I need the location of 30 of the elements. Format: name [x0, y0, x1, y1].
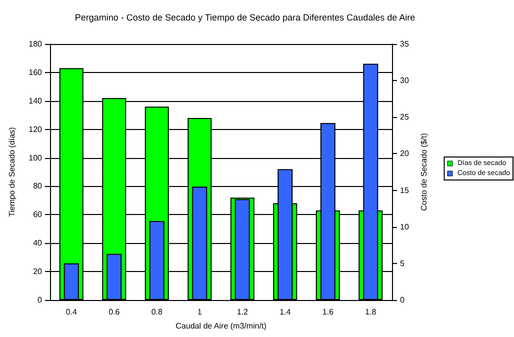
x-tick-label: 1.6: [322, 308, 334, 316]
y2-tick-label: 35: [400, 40, 410, 48]
y2-tick-label: 25: [400, 112, 410, 122]
y-tick-label: 40: [33, 238, 43, 248]
y2-tick-label: 15: [400, 186, 410, 195]
x-tick-label: 1.8: [365, 308, 377, 316]
x-tick-label: 0.4: [66, 308, 78, 316]
y2-tick-label: 20: [400, 149, 410, 158]
y-tick-label: 60: [33, 210, 43, 220]
y-tick-label: 20: [33, 267, 43, 276]
x-tick-label: 0.8: [151, 308, 163, 316]
x-tick-label: 1: [197, 308, 202, 316]
chart-title: Pergamino - Costo de Secado y Tiempo de Secado para Diferentes Caudales de Aire: [74, 12, 416, 22]
y2-tick-label: 10: [400, 222, 410, 232]
y2-axis-title: Costo de Secado ($/t): [419, 132, 428, 211]
x-tick-label: 0.6: [108, 308, 120, 316]
y-tick-label: 140: [28, 96, 43, 106]
x-tick-label: 1.2: [236, 308, 248, 316]
x-tick-label: 1.4: [280, 308, 292, 316]
x-axis-title: Caudal de Aire (m3/min/t): [176, 322, 267, 330]
y-tick-label: 0: [38, 296, 43, 304]
y-tick-label: 100: [28, 153, 43, 162]
y-tick-label: 180: [28, 40, 43, 48]
y-tick-label: 120: [28, 124, 43, 134]
y-tick-label: 80: [33, 182, 43, 191]
y2-tick-label: 5: [400, 258, 405, 268]
y-tick-label: 160: [28, 68, 43, 77]
y-axis-title: Tiempo de Secado (días): [8, 126, 16, 217]
y2-tick-label: 30: [400, 76, 410, 86]
y2-tick-label: 0: [400, 296, 405, 304]
